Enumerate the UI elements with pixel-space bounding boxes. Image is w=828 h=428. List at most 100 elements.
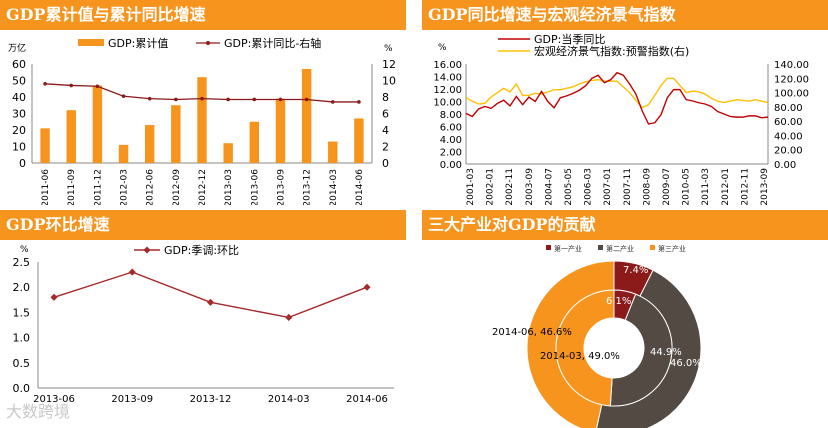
point-cumulative-yoy	[226, 97, 230, 102]
bar-cumulative-gdp	[118, 144, 129, 163]
legend-swatch-2	[650, 245, 655, 250]
point-qoq	[363, 283, 371, 291]
right-unit-label: %	[384, 44, 393, 54]
x-tick-label: 2011-09	[67, 169, 77, 205]
qoq-chart: % 0.0 0.5 1.0 1.5 2.0 2.5 2013-06 2013-09 2013-12…	[13, 244, 394, 405]
industry-panel: 三大产业对GDP的贡献 第一产业 第二产业 第三产业 7.4% 6.1% 44.9% 46…	[422, 210, 828, 428]
left-unit-label: %	[438, 43, 447, 53]
bar-cumulative-gdp	[275, 98, 286, 163]
y-right-tick-label: 0	[382, 157, 389, 170]
legend-label-1: 第二产业	[606, 244, 634, 253]
x-tick-label: 2013-06	[33, 394, 75, 405]
line-qoq	[53, 271, 368, 319]
y-tick-label: 1.5	[13, 306, 31, 319]
y-left-tick-label: 60	[12, 58, 26, 71]
y-right-tick-label: 40.00	[774, 131, 803, 142]
y-left-tick-label: 2.00	[440, 148, 462, 159]
bar-cumulative-gdp	[92, 85, 103, 163]
x-tick-label: 2013-09	[276, 169, 286, 205]
y-left-tick-label: 12.00	[433, 85, 462, 96]
qoq-panel: GDP环比增速 % 0.0 0.5 1.0 1.5 2.0 2.5 2013-06 2013-0…	[0, 210, 408, 428]
x-tick-label: 2013-12	[303, 169, 313, 205]
y-tick-label: 0.5	[13, 357, 31, 370]
bar-cumulative-gdp	[223, 143, 233, 163]
legend-label-qoq: GDP:季调:环比	[164, 244, 239, 257]
y-left-tick-label: 0	[19, 157, 26, 170]
y-right-tick-label: 140.00	[774, 60, 809, 71]
bar-cumulative-gdp	[328, 141, 338, 163]
y-left-tick-label: 40	[12, 91, 26, 104]
label-outer-tertiary: 2014-06, 46.6%	[492, 327, 572, 338]
line-gdp-yoy	[465, 71, 769, 125]
y-left-tick-label: 20	[12, 124, 26, 137]
cumulative-panel: GDP累计值与累计同比增速 万亿% 0 10 20 30 40 50 60 0 2 4 6 8 10 12 2…	[0, 0, 408, 205]
x-tick-label: 2004-07	[544, 168, 554, 205]
watermark-text: 大数跨境	[6, 402, 71, 421]
yoy-sentiment-panel-title: GDP同比增速与宏观经济景气指数	[422, 0, 828, 30]
label-outer-secondary: 46.0%	[670, 358, 702, 369]
y-right-tick-label: 10	[382, 75, 396, 88]
x-tick-label: 2014-06	[346, 394, 388, 405]
legend-label-cumulative-gdp: GDP:累计值	[108, 37, 168, 50]
x-tick-label: 2003-09	[525, 168, 535, 205]
x-tick-label: 2013-09	[760, 168, 770, 205]
legend-swatch-cumulative-gdp	[78, 39, 104, 46]
point-cumulative-yoy	[69, 83, 74, 88]
point-qoq	[285, 313, 293, 321]
y-left-tick-label: 0.00	[440, 160, 462, 171]
point-cumulative-yoy	[43, 82, 47, 86]
x-tick-label: 2002-01	[486, 168, 496, 205]
x-tick-label: 2006-03	[584, 168, 594, 205]
y-right-tick-label: 8	[382, 91, 389, 104]
point-cumulative-yoy	[357, 100, 361, 104]
bar-cumulative-gdp	[66, 110, 76, 163]
y-tick-label: 0.0	[13, 382, 31, 395]
point-qoq	[50, 293, 58, 301]
point-qoq	[128, 268, 136, 276]
bar-cumulative-gdp	[301, 68, 312, 163]
legend-label-2: 第三产业	[658, 244, 686, 253]
qoq-panel-title: GDP环比增速	[0, 210, 406, 240]
industry-chart: 第一产业 第二产业 第三产业 7.4% 6.1% 44.9%46.0% 2014-06, …	[492, 244, 702, 428]
label-inner-primary: 6.1%	[606, 296, 631, 307]
x-tick-label: 2001-03	[466, 168, 476, 205]
bar-cumulative-gdp	[171, 105, 181, 163]
y-right-tick-label: 4	[382, 124, 389, 137]
point-cumulative-yoy	[252, 97, 257, 102]
x-tick-label: 2013-03	[224, 169, 234, 205]
bar-cumulative-gdp	[197, 77, 207, 163]
x-tick-label: 2009-07	[662, 168, 672, 205]
point-cumulative-yoy	[304, 97, 309, 102]
x-tick-label: 2007-11	[623, 168, 633, 205]
y-left-tick-label: 30	[12, 108, 26, 121]
x-tick-label: 2014-06	[355, 169, 365, 205]
point-cumulative-yoy	[147, 96, 152, 101]
y-tick-label: 2.5	[13, 256, 31, 269]
y-left-tick-label: 14.00	[433, 73, 462, 84]
point-cumulative-yoy	[121, 94, 126, 98]
y-left-tick-label: 16.00	[433, 60, 462, 71]
y-right-tick-label: 80.00	[774, 103, 803, 114]
x-tick-label: 2013-12	[190, 394, 232, 405]
legend-swatch-0	[546, 245, 551, 250]
legend-point-yoy	[206, 41, 210, 45]
x-tick-label: 2012-06	[146, 169, 156, 205]
x-tick-label: 2012-11	[740, 168, 750, 205]
y-right-tick-label: 6	[382, 108, 389, 121]
y-right-tick-label: 12	[382, 58, 396, 71]
y-right-tick-label: 120.00	[774, 74, 809, 85]
line-sentiment-index	[465, 77, 769, 109]
bar-cumulative-gdp	[249, 121, 260, 163]
y-left-tick-label: 10	[12, 141, 26, 154]
label-inner-tertiary: 2014-03, 49.0%	[540, 351, 620, 362]
x-tick-label: 2002-11	[505, 168, 515, 205]
y-tick-label: 1.0	[13, 332, 31, 345]
slice-tertiary-inner	[555, 289, 615, 407]
legend-label-yoy: GDP:累计同比-右轴	[224, 36, 321, 50]
y-left-tick-label: 8.00	[440, 110, 462, 121]
industry-panel-title: 三大产业对GDP的贡献	[422, 210, 828, 240]
cumulative-panel-title: GDP累计值与累计同比增速	[0, 0, 406, 30]
left-unit-label: 万亿	[8, 42, 26, 54]
point-cumulative-yoy	[330, 100, 335, 104]
y-right-tick-label: 20.00	[774, 146, 803, 157]
